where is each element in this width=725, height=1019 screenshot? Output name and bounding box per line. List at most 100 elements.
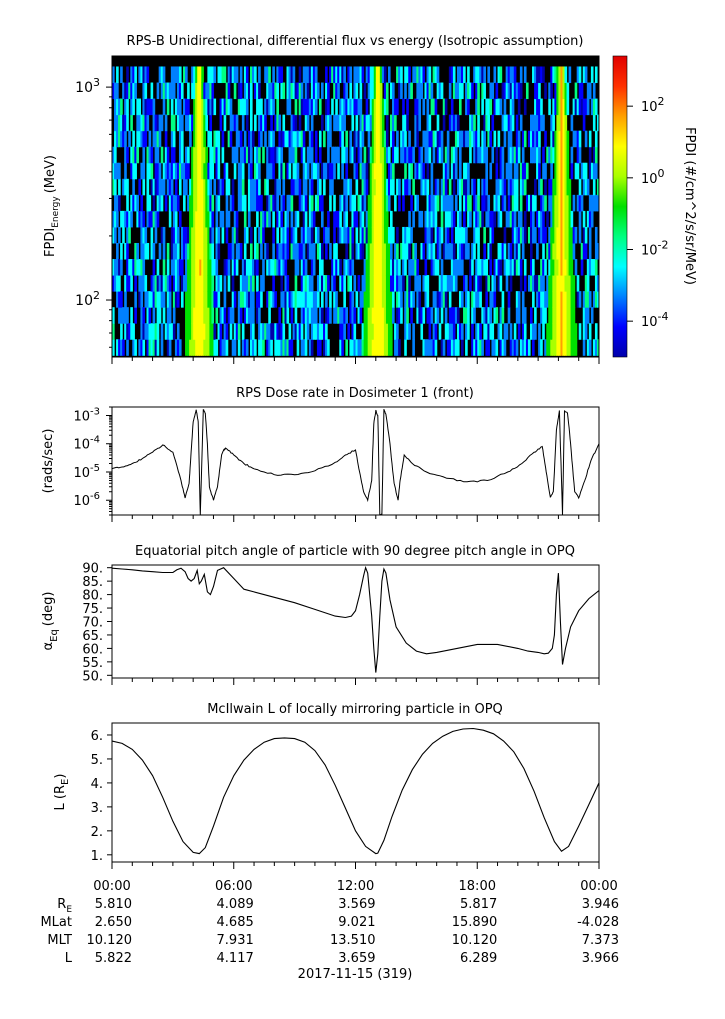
spectrogram-cell — [556, 307, 560, 324]
spectrogram-cell — [379, 323, 383, 340]
spectrogram-cell — [310, 275, 314, 292]
spectrogram-cell — [229, 66, 233, 84]
y-tick-label: 102 — [75, 289, 100, 309]
spectrogram-cell — [243, 146, 247, 164]
spectrogram-cell — [124, 323, 127, 340]
spectrogram-cell — [558, 259, 562, 276]
spectrogram-cell — [385, 146, 389, 164]
spectrogram-cell — [503, 178, 507, 196]
spectrogram-cell — [422, 130, 426, 148]
spectrogram-cell — [270, 130, 273, 148]
spectrogram-cell — [337, 307, 340, 324]
y-tick-label-base: 10 — [75, 80, 93, 96]
spectrogram-cell — [225, 162, 229, 180]
spectrogram-cell — [191, 162, 194, 180]
spectrogram-cell — [408, 323, 411, 340]
spectrogram-cell — [278, 162, 282, 180]
spectrogram-cell — [392, 259, 395, 276]
spectrogram-cell — [160, 178, 164, 196]
spectrogram-cell — [369, 98, 373, 116]
spectrogram-cell — [379, 162, 383, 180]
spectrogram-cell — [201, 259, 204, 276]
spectrogram-cell — [191, 194, 194, 212]
spectrogram-cell — [436, 66, 440, 84]
spectrogram-cell — [566, 178, 570, 196]
spectrogram-cell — [371, 291, 375, 308]
spectrogram-cell — [578, 291, 582, 308]
spectrogram-cell — [540, 178, 543, 196]
spectrogram-cell — [375, 291, 379, 308]
spectrogram-cell — [450, 339, 454, 356]
spectrogram-cell — [538, 226, 541, 244]
spectrogram-cell — [235, 114, 239, 132]
spectrogram-cell — [592, 291, 596, 308]
spectrogram-cell — [264, 242, 267, 260]
spectrogram-cell — [205, 226, 208, 244]
spectrogram-cell — [487, 66, 491, 84]
spectrogram-cell — [347, 275, 351, 292]
spectrogram-cell — [426, 291, 430, 308]
spectrogram-cell — [144, 82, 148, 100]
spectrogram-cell — [363, 275, 367, 292]
spectrogram-cell — [252, 339, 255, 356]
spectrogram-cell — [525, 339, 529, 356]
spectrogram-cell — [389, 178, 393, 196]
spectrogram-cell — [329, 66, 332, 84]
spectrogram-cell — [209, 323, 213, 340]
spectrogram-cell — [471, 323, 474, 340]
spectrogram-cell — [209, 194, 213, 212]
spectrogram-cell — [532, 226, 535, 244]
spectrogram-cell — [566, 307, 570, 324]
spectrogram-cell — [168, 162, 172, 180]
spectrogram-cell — [258, 114, 261, 132]
spectrogram-cell — [440, 291, 444, 308]
spectrogram-cell — [389, 82, 393, 100]
spectrogram-cell — [566, 194, 570, 212]
spectrogram-cell — [294, 307, 298, 324]
spectrogram-cell — [122, 130, 125, 148]
spectrogram-cell — [570, 307, 574, 324]
spectrogram-cell — [434, 98, 438, 116]
spectrogram-cell — [343, 307, 346, 324]
spectrogram-cell — [556, 114, 560, 132]
spectrogram-cell — [489, 242, 493, 260]
spectrogram-cell — [357, 66, 361, 84]
spectrogram-cell — [392, 291, 395, 308]
spectrogram-cell — [572, 130, 576, 148]
spectrogram-cell — [400, 307, 403, 324]
spectrogram-cell — [158, 307, 162, 324]
spectrogram-cell — [507, 194, 511, 212]
spectrogram-cell — [178, 66, 182, 84]
spectrogram-cell — [452, 242, 456, 260]
spectrogram-cell — [566, 82, 570, 100]
spectrogram-cell — [495, 259, 499, 276]
spectrogram-cell — [207, 291, 210, 308]
spectrogram-cell — [580, 82, 584, 100]
spectrogram-cell — [517, 307, 521, 324]
spectrogram-cell — [235, 226, 239, 244]
y-tick-label-exponent: -5 — [90, 463, 100, 474]
spectrogram-cell — [276, 82, 279, 100]
spectrogram-cell — [396, 307, 399, 324]
spectrogram-cell — [209, 162, 213, 180]
spectrogram-cell — [560, 66, 564, 84]
spectrogram-cell — [416, 291, 420, 308]
spectrogram-cell — [327, 226, 330, 244]
spectrogram-cell — [170, 162, 174, 180]
spectrogram-cell — [361, 130, 365, 148]
spectrogram-cell — [237, 162, 241, 180]
spectrogram-cell — [118, 114, 121, 132]
spectrogram-cell — [288, 66, 292, 84]
spectrogram-cell — [432, 291, 436, 308]
spectrogram-cell — [467, 323, 470, 340]
spectrogram-cell — [428, 130, 432, 148]
ephemeris-value: 2.650 — [95, 915, 132, 930]
spectrogram-cell — [424, 339, 428, 356]
spectrogram-cell — [162, 162, 166, 180]
spectrogram-cell — [249, 114, 253, 132]
spectrogram-cell — [272, 98, 275, 116]
spectrogram-cell — [302, 194, 306, 212]
spectrogram-cell — [341, 66, 344, 84]
spectrogram-cell — [262, 339, 265, 356]
spectrogram-cell — [483, 242, 486, 260]
